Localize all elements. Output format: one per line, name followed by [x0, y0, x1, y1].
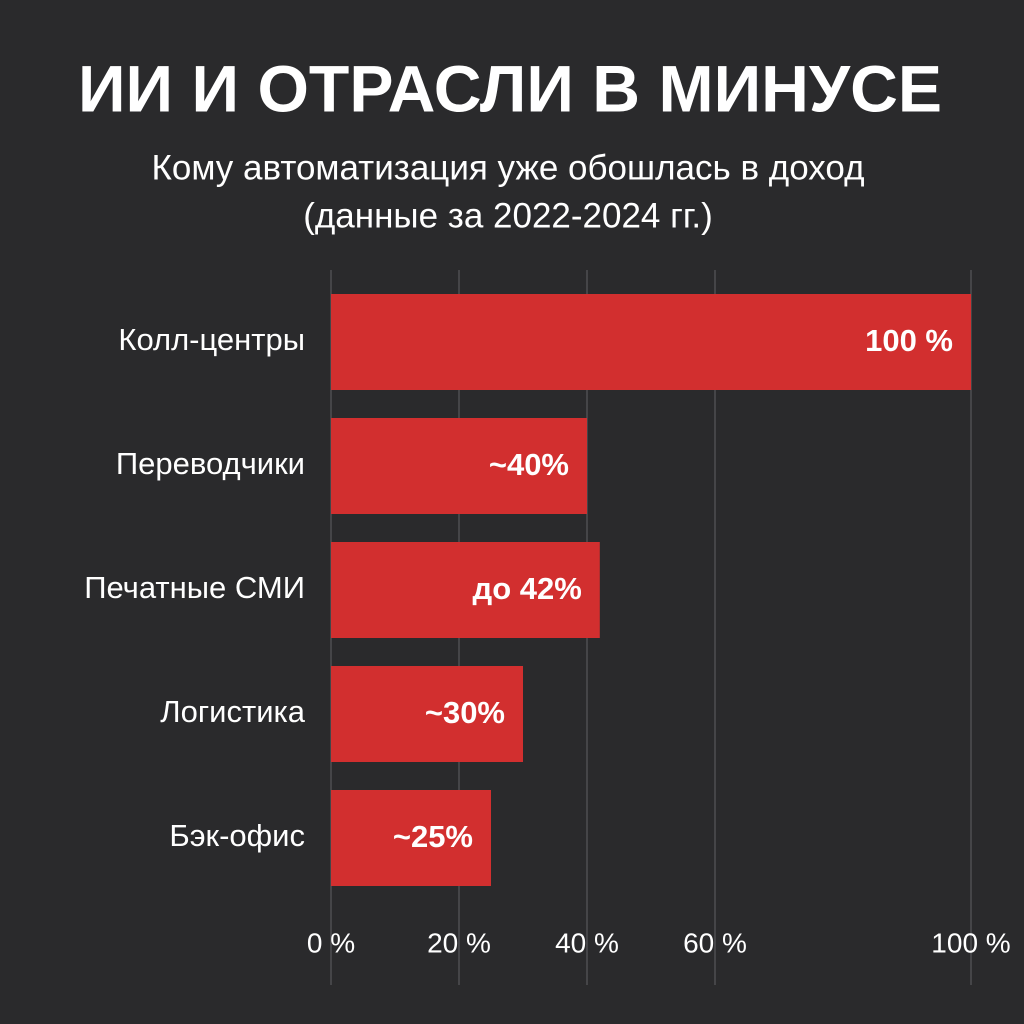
y-tick-label: Печатные СМИ	[84, 570, 305, 605]
value-label: ~40%	[489, 447, 569, 482]
y-tick-label: Переводчики	[116, 446, 305, 481]
x-tick-label: 0 %	[307, 927, 355, 958]
value-label: ~30%	[425, 695, 505, 730]
chart-title: ИИ И ОТРАСЛИ В МИНУСЕ	[78, 51, 942, 125]
y-tick-label: Бэк-офис	[169, 818, 305, 853]
value-label: ~25%	[393, 819, 473, 854]
y-tick-label: Логистика	[160, 694, 305, 729]
bar	[331, 294, 971, 390]
x-tick-label: 60 %	[683, 927, 747, 958]
chart-subtitle: Кому автоматизация уже обошлась в доход	[152, 148, 865, 187]
x-tick-label: 20 %	[427, 927, 491, 958]
bar	[331, 790, 491, 886]
bar	[331, 418, 587, 514]
x-tick-label: 40 %	[555, 927, 619, 958]
chart-subtitle: (данные за 2022-2024 гг.)	[303, 196, 713, 235]
bar	[331, 666, 523, 762]
value-label: до 42%	[473, 571, 582, 606]
bar	[331, 542, 600, 638]
x-tick-label: 100 %	[931, 927, 1010, 958]
y-tick-label: Колл-центры	[118, 322, 305, 357]
value-label: 100 %	[865, 323, 953, 358]
